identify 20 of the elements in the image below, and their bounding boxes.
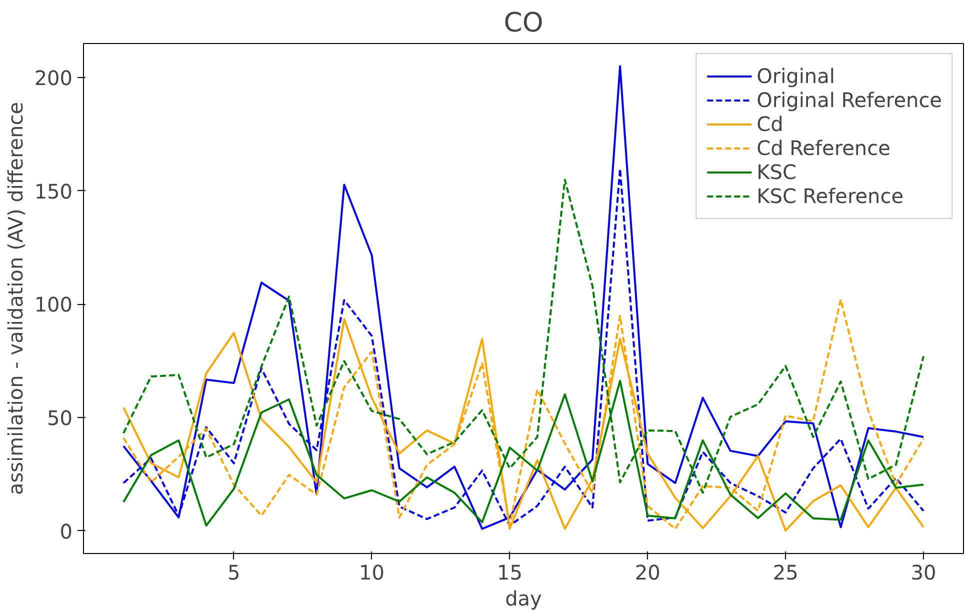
chart-title: CO [504, 8, 544, 38]
y-tick-label: 50 [47, 406, 73, 430]
x-tick-label: 15 [496, 560, 522, 584]
x-tick-label: 20 [634, 560, 660, 584]
legend-label: Original [756, 64, 835, 88]
y-tick-label: 0 [60, 519, 73, 544]
x-tick-label: 30 [910, 560, 936, 584]
y-tick-label: 100 [34, 292, 73, 317]
legend-label: KSC Reference [756, 184, 904, 208]
x-tick-label: 5 [227, 560, 240, 584]
y-tick-label: 150 [34, 179, 73, 204]
y-tick-label: 200 [34, 66, 73, 90]
x-axis-title: day [505, 586, 542, 610]
legend-label: Original Reference [756, 88, 942, 112]
legend-label: KSC [756, 160, 796, 184]
legend-label: Cd [756, 112, 784, 136]
x-tick-label: 25 [772, 560, 798, 584]
y-axis-title: assimilation - validation (AV) difference [3, 102, 28, 496]
x-tick-label: 10 [359, 560, 385, 584]
legend-label: Cd Reference [756, 136, 890, 160]
